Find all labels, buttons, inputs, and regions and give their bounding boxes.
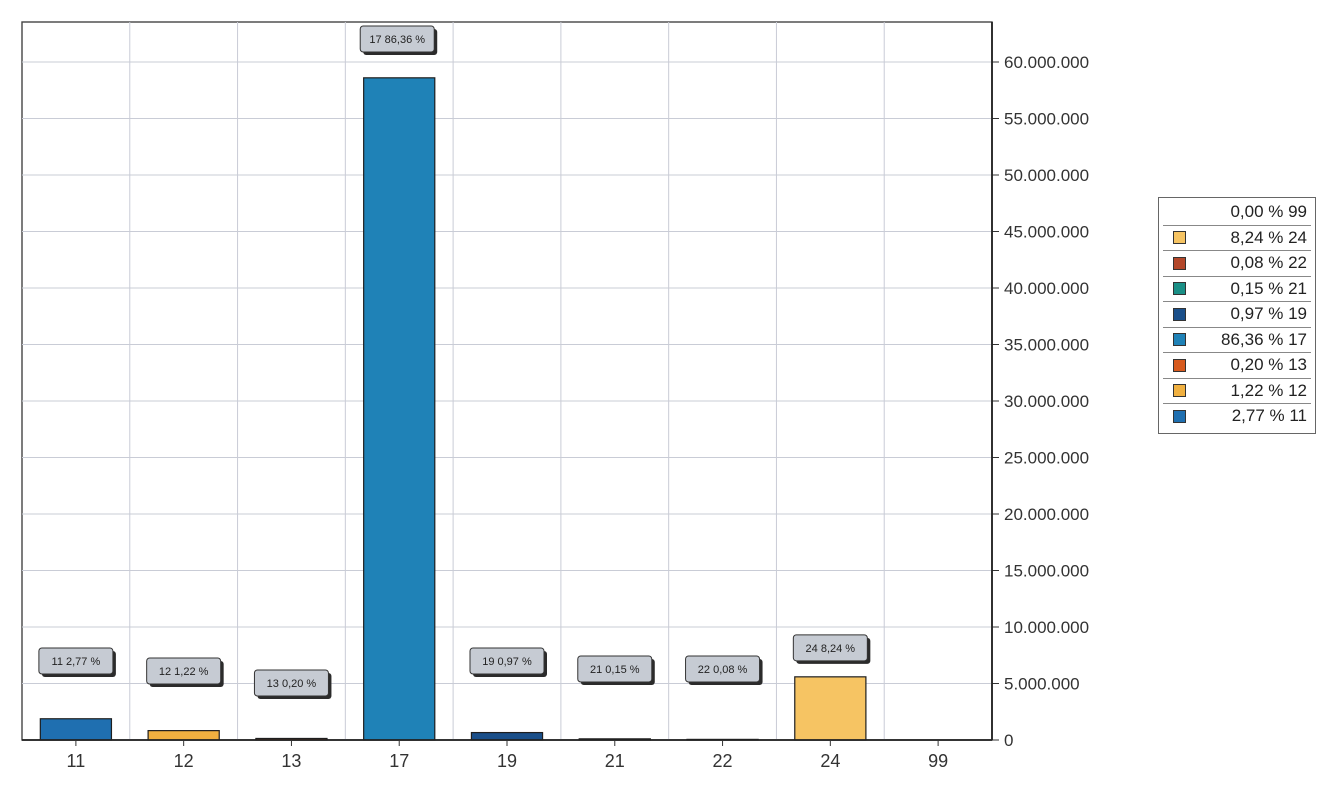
data-label-box [146, 657, 222, 685]
data-label-box [469, 647, 545, 675]
legend-item: 0,20 % 13 [1163, 353, 1311, 379]
x-tick-label: 99 [928, 751, 948, 771]
legend-item: 8,24 % 24 [1163, 226, 1311, 251]
bar [470, 731, 544, 741]
legend-swatch [1173, 231, 1186, 245]
data-label: 19 0,97 % [482, 656, 532, 668]
legend-label: 2,77 % 11 [1231, 406, 1307, 426]
y-tick-label: 20.000.000 [1004, 505, 1089, 524]
legend-swatch [1173, 409, 1186, 423]
legend-swatch [1173, 282, 1186, 296]
legend-item: 0,08 % 22 [1163, 251, 1311, 277]
legend-label: 0,97 % 19 [1230, 304, 1307, 324]
legend-item: 2,77 % 11 [1163, 404, 1311, 429]
y-tick-label: 40.000.000 [1004, 279, 1089, 298]
x-tick-label: 24 [820, 751, 840, 771]
bar [794, 676, 867, 741]
data-label: 21 0,15 % [590, 664, 640, 676]
x-tick-label: 17 [389, 751, 409, 771]
data-label: 12 1,22 % [159, 666, 209, 678]
legend-item: 0,97 % 19 [1163, 302, 1311, 328]
gridlines [21, 21, 993, 741]
bar [363, 77, 436, 741]
legend-item: 0,15 % 21 [1163, 277, 1311, 302]
legend-label: 0,08 % 22 [1230, 253, 1307, 273]
y-tick-label: 45.000.000 [1004, 223, 1089, 242]
chart-legend: 0,00 % 99 8,24 % 24 0,08 % 22 0,15 % 21 0,97… [1158, 197, 1316, 434]
legend-label: 1,22 % 12 [1230, 380, 1307, 400]
legend-item: 86,36 % 17 [1163, 328, 1311, 353]
legend-swatch [1173, 256, 1186, 270]
data-label: 17 86,36 % [369, 34, 425, 46]
data-label-box [792, 634, 868, 662]
data-label: 22 0,08 % [698, 664, 748, 676]
y-tick-label: 15.000.000 [1004, 562, 1089, 581]
y-tick-label: 5.000.000 [1004, 675, 1080, 694]
legend-item: 0,00 % 99 [1163, 200, 1311, 226]
data-label-box [685, 655, 761, 683]
x-tick-label: 12 [174, 751, 194, 771]
legend-item: 1,22 % 12 [1163, 379, 1311, 404]
legend-label: 8,24 % 24 [1230, 227, 1307, 247]
x-tick-label: 13 [281, 751, 301, 771]
data-label: 11 2,77 % [52, 656, 101, 668]
data-label: 24 8,24 % [806, 643, 856, 655]
y-tick-label: 30.000.000 [1004, 392, 1089, 411]
legend-label: 0,00 % 99 [1230, 202, 1307, 222]
x-tick-label: 11 [67, 751, 86, 771]
legend-swatch [1173, 384, 1186, 398]
data-label: 13 0,20 % [267, 678, 317, 690]
data-label-box [38, 647, 114, 675]
y-tick-label: 60.000.000 [1004, 53, 1089, 72]
axes: 0 5.000.000 10.000.000 15.000.000 20.000.000… [22, 22, 1089, 771]
data-label-box [577, 655, 653, 683]
y-tick-label: 35.000.000 [1004, 336, 1089, 355]
data-labels: 11 2,77 % 12 1,22 % 13 0,20 % 17 86,36 % 19 … [38, 25, 871, 699]
legend-swatch [1173, 206, 1186, 219]
data-label-box [253, 669, 329, 697]
legend-label: 86,36 % 17 [1220, 329, 1307, 349]
legend-label: 0,15 % 21 [1230, 278, 1307, 298]
legend-label: 0,20 % 13 [1230, 355, 1307, 375]
legend-swatch [1173, 307, 1186, 321]
y-tick-label: 0 [1004, 731, 1013, 750]
y-tick-label: 10.000.000 [1004, 618, 1089, 637]
x-tick-label: 19 [497, 751, 517, 771]
y-tick-label: 25.000.000 [1004, 449, 1089, 468]
bar [147, 730, 220, 741]
y-tick-label: 50.000.000 [1004, 166, 1089, 185]
plot-area [21, 21, 993, 741]
data-label-box [359, 25, 435, 53]
y-tick-label: 55.000.000 [1004, 110, 1089, 129]
x-tick-label: 21 [605, 751, 625, 771]
legend-swatch [1173, 333, 1186, 347]
legend-swatch [1173, 358, 1186, 372]
x-tick-label: 22 [713, 751, 733, 771]
bar [39, 718, 113, 741]
